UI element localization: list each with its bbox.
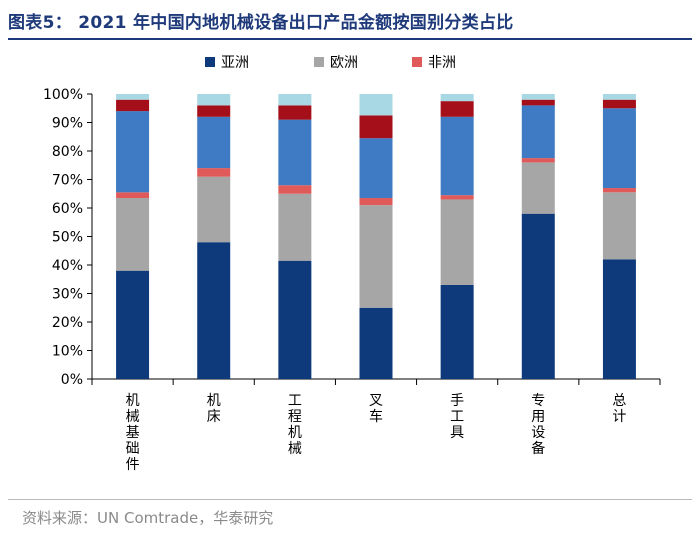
y-tick-label: 30% [52, 287, 83, 303]
y-tick-label: 20% [52, 315, 83, 331]
bar-segment-2-7 [602, 192, 636, 260]
legend-swatch [205, 57, 215, 67]
legend-swatch [314, 57, 324, 67]
bar-segment-4-6 [521, 105, 555, 159]
y-tick-label: 70% [52, 173, 83, 189]
bar-segment-3-2 [197, 168, 231, 177]
bar-segment-4-3 [278, 119, 312, 186]
bar-segment-6-1 [116, 94, 150, 100]
x-category-label: 手工具 [450, 393, 464, 441]
bar-segment-4-4 [359, 138, 393, 199]
x-category-label: 机械基础件 [126, 393, 140, 473]
stacked-bar-chart: 0% 10% 20% 30% 40% 50% 60% 70% 80% 90% 100% 机械基础件 机床… [43, 55, 661, 473]
bar-segment-6-3 [278, 94, 312, 106]
bar-segment-4-2 [197, 116, 231, 169]
bar-segment-3-1 [116, 192, 150, 199]
bar-segment-6-2 [197, 94, 231, 106]
bar-segment-2-4 [359, 205, 393, 308]
y-tick-label: 60% [52, 201, 83, 217]
bar-segment-3-7 [602, 188, 636, 193]
bar-segment-2-3 [278, 193, 312, 261]
legend-label: 非洲 [428, 55, 456, 71]
x-category-label: 专用设备 [531, 393, 545, 457]
bar-segment-2-5 [440, 199, 474, 285]
bar-segment-4-7 [602, 108, 636, 189]
bar-segment-3-3 [278, 185, 312, 194]
x-category-label: 叉车 [369, 393, 383, 425]
legend-label: 亚洲 [221, 55, 249, 71]
bar-segment-6-6 [521, 94, 555, 100]
title-divider [8, 38, 692, 40]
bar-segment-5-6 [521, 99, 555, 106]
bar-segment-1-7 [602, 259, 636, 379]
bar-segment-1-6 [521, 213, 555, 379]
bar-segment-5-2 [197, 105, 231, 117]
bar-segment-1-2 [197, 242, 231, 379]
y-tick-label: 0% [61, 372, 83, 388]
bar-segment-5-5 [440, 101, 474, 117]
bar-segment-2-1 [116, 198, 150, 271]
bar-segment-1-4 [359, 307, 393, 379]
y-tick-label: 50% [52, 230, 83, 246]
bar-segment-3-5 [440, 195, 474, 200]
bar-segment-2-2 [197, 176, 231, 243]
legend-label: 欧洲 [330, 55, 358, 71]
y-tick-label: 100% [43, 87, 83, 103]
bar-segment-5-4 [359, 115, 393, 139]
x-category-label: 工程机械 [288, 393, 302, 457]
chart-title: 图表5： 2021 年中国内地机械设备出口产品金额按国别分类占比 [8, 13, 514, 33]
y-tick-label: 90% [52, 116, 83, 132]
bar-segment-6-5 [440, 94, 474, 102]
bar-segment-6-7 [602, 94, 636, 100]
bar-segment-3-6 [521, 158, 555, 163]
bar-segment-5-7 [602, 99, 636, 109]
y-tick-label: 80% [52, 144, 83, 160]
legend-swatch [412, 57, 422, 67]
source-note: 资料来源：UN Comtrade，华泰研究 [22, 509, 274, 527]
x-category-label: 总计 [612, 393, 626, 425]
bar-segment-4-5 [440, 116, 474, 196]
bar-segment-5-1 [116, 99, 150, 112]
y-tick-label: 10% [52, 344, 83, 360]
bar-segment-1-3 [278, 260, 312, 379]
y-tick-label: 40% [52, 258, 83, 274]
x-category-label: 机床 [207, 393, 221, 425]
footer-divider [8, 499, 692, 500]
bar-segment-2-6 [521, 162, 555, 214]
bar-segment-1-1 [116, 270, 150, 379]
bar-segment-1-5 [440, 284, 474, 379]
bar-segment-6-4 [359, 94, 393, 116]
bar-segment-4-1 [116, 111, 150, 193]
bar-segment-3-4 [359, 198, 393, 206]
bar-segment-5-3 [278, 105, 312, 120]
